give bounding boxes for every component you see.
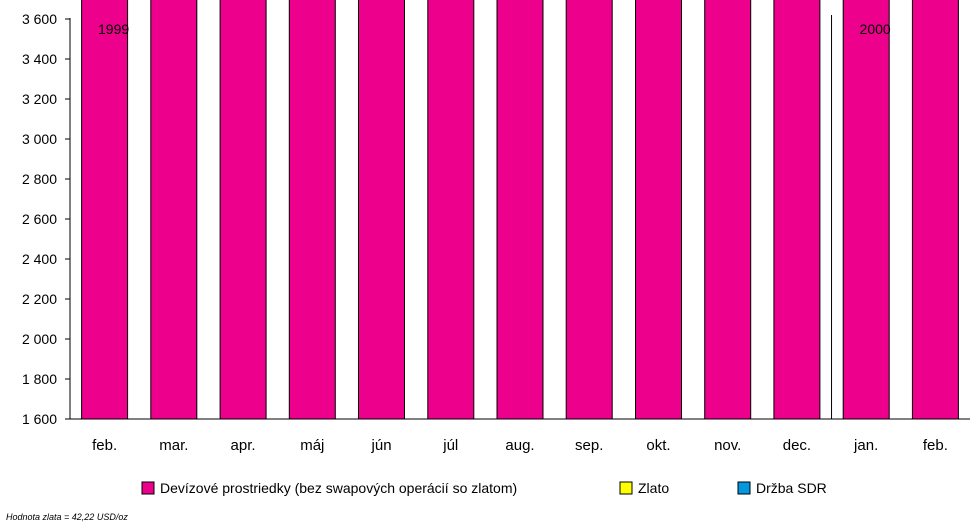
bar-deviz-0 — [81, 0, 129, 420]
bar-deviz-11 — [842, 0, 890, 420]
x-tick-label: nov. — [714, 437, 741, 454]
legend-swatch — [619, 481, 633, 495]
bar-deviz-6 — [496, 0, 544, 420]
x-tick-label: feb. — [92, 437, 117, 454]
x-tick-label: dec. — [783, 437, 811, 454]
bar-deviz-5 — [427, 0, 475, 420]
bar-deviz-12 — [911, 0, 959, 420]
legend-swatch — [737, 481, 751, 495]
y-tick-label: 3 400 — [22, 51, 57, 67]
legend-label: Zlato — [638, 480, 669, 496]
year-label: 1999 — [98, 21, 129, 37]
y-tick-label: 3 200 — [22, 91, 57, 107]
x-tick-label: sep. — [575, 437, 603, 454]
x-tick-label: jún — [371, 437, 392, 454]
bar-deviz-4 — [358, 0, 405, 420]
y-tick-label: 2 800 — [22, 171, 57, 187]
y-tick-label: 2 000 — [22, 331, 57, 347]
y-tick-label: 1 600 — [22, 411, 57, 427]
y-tick-label: 3 600 — [22, 11, 57, 27]
x-tick-label: apr. — [231, 437, 256, 454]
x-tick-label: okt. — [646, 437, 670, 454]
x-tick-label: feb. — [923, 437, 948, 454]
legend-label: Držba SDR — [756, 480, 827, 496]
x-tick-label: aug. — [505, 437, 534, 454]
legend-label: Devízové prostriedky (bez swapových oper… — [160, 480, 517, 496]
footnote: Hodnota zlata = 42,22 USD/oz — [6, 512, 128, 522]
legend-swatch — [141, 481, 155, 495]
x-tick-label: jan. — [853, 437, 878, 454]
bar-deviz-7 — [565, 0, 613, 420]
bar-deviz-3 — [288, 0, 336, 420]
x-tick-label: mar. — [159, 437, 188, 454]
bar-deviz-9 — [704, 0, 752, 420]
y-tick-label: 2 200 — [22, 291, 57, 307]
bar-deviz-1 — [150, 0, 198, 420]
bar-deviz-8 — [635, 0, 682, 420]
bar-deviz-10 — [773, 0, 821, 420]
y-tick-label: 2 400 — [22, 251, 57, 267]
x-tick-label: máj — [300, 437, 324, 454]
x-tick-label: júl — [442, 437, 458, 454]
y-tick-label: 3 000 — [22, 131, 57, 147]
year-label: 2000 — [860, 21, 891, 37]
y-tick-label: 2 600 — [22, 211, 57, 227]
y-tick-label: 1 800 — [22, 371, 57, 387]
bar-deviz-2 — [219, 0, 267, 420]
